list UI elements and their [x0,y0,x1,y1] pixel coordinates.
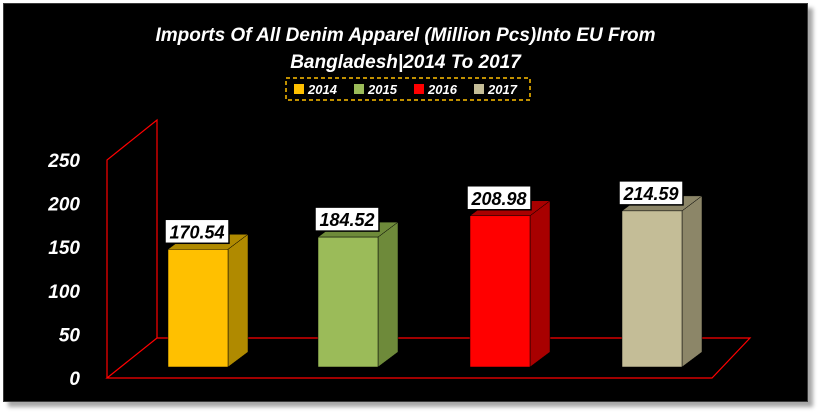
legend-swatch-2014 [294,84,304,94]
y-tick-label-250: 250 [47,151,80,172]
bar-2016 [469,200,551,368]
floor-outline [105,337,752,379]
y-tick-label-200: 200 [47,195,80,216]
bar-front-2017 [621,210,683,368]
y-tick-label-150: 150 [48,238,80,259]
data-label-2015: 184.52 [319,210,374,230]
chart-title-line-2: Bangladesh|2014 To 2017 [290,52,521,73]
bar-front-2014 [167,249,229,368]
bar-2014 [167,233,249,368]
data-label-2014: 170.54 [169,222,224,242]
bar-2015 [317,221,399,368]
bar-front-2016 [469,215,531,368]
y-tick-label-0: 0 [69,369,80,390]
bar-side-2014 [227,233,249,368]
legend-box [285,77,531,101]
data-label-box-2015 [314,206,380,232]
legend-label-2015: 2015 [367,82,398,97]
bar-side-2015 [377,221,399,368]
legend-label-2014: 2014 [307,82,338,97]
y-tick-label-100: 100 [48,282,80,303]
data-label-box-2016 [466,185,532,211]
legend-swatch-2017 [474,84,484,94]
bar-front-2015 [317,236,379,368]
back-wall-axis [106,118,158,378]
data-label-2016: 208.98 [470,189,526,209]
data-label-box-2017 [618,180,684,206]
legend-swatch-2015 [354,84,364,94]
chart-title: Imports Of All Denim Apparel (Million Pc… [4,22,807,76]
legend-swatch-2016 [414,84,424,94]
bar-side-2017 [681,195,703,368]
chart-title-line-1: Imports Of All Denim Apparel (Million Pc… [155,25,656,46]
bar-2017 [621,195,703,368]
legend-label-2017: 2017 [487,82,518,97]
data-label-box-2014 [164,218,230,245]
bar-side-2016 [529,200,551,368]
data-label-2017: 214.59 [622,184,678,204]
legend-label-2016: 2016 [427,82,458,97]
y-tick-label-50: 50 [59,325,81,346]
